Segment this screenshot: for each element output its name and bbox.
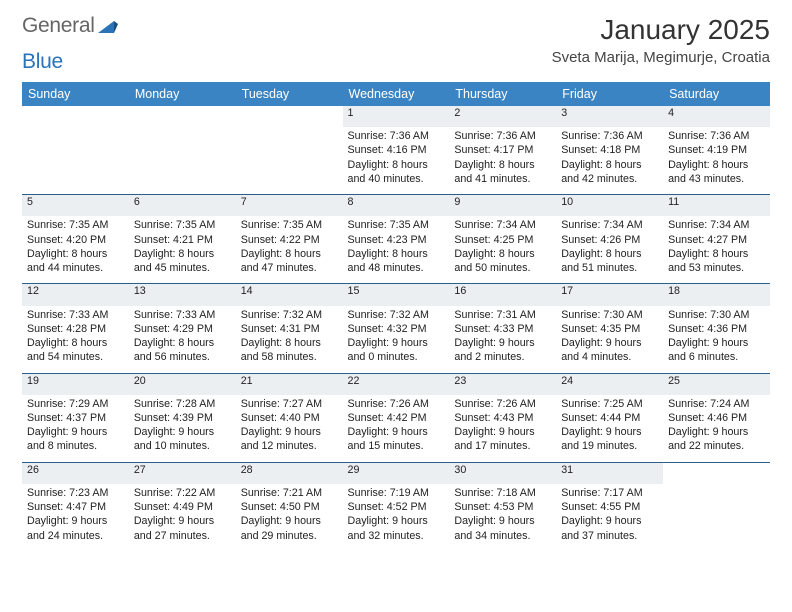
day-detail-cell: Sunrise: 7:26 AMSunset: 4:43 PMDaylight:… — [449, 395, 556, 462]
day-number-cell: 5 — [22, 195, 129, 217]
day-number-cell — [236, 106, 343, 127]
calendar-header-row: SundayMondayTuesdayWednesdayThursdayFrid… — [22, 82, 770, 106]
day-detail-cell: Sunrise: 7:36 AMSunset: 4:19 PMDaylight:… — [663, 127, 770, 194]
day-detail-cell — [663, 484, 770, 551]
day-number-cell: 4 — [663, 106, 770, 127]
day-detail-cell: Sunrise: 7:35 AMSunset: 4:21 PMDaylight:… — [129, 216, 236, 283]
title-block: January 2025 Sveta Marija, Megimurje, Cr… — [552, 14, 770, 66]
day-detail-cell: Sunrise: 7:27 AMSunset: 4:40 PMDaylight:… — [236, 395, 343, 462]
day-detail-cell: Sunrise: 7:18 AMSunset: 4:53 PMDaylight:… — [449, 484, 556, 551]
day-number-cell: 14 — [236, 284, 343, 306]
day-number-cell: 25 — [663, 373, 770, 395]
day-number-cell: 23 — [449, 373, 556, 395]
calendar-page: General January 2025 Sveta Marija, Megim… — [0, 0, 792, 565]
day-number-cell: 24 — [556, 373, 663, 395]
day-number-cell: 6 — [129, 195, 236, 217]
day-number-cell: 18 — [663, 284, 770, 306]
day-detail-cell: Sunrise: 7:24 AMSunset: 4:46 PMDaylight:… — [663, 395, 770, 462]
day-detail-cell: Sunrise: 7:35 AMSunset: 4:23 PMDaylight:… — [343, 216, 450, 283]
weekday-header: Monday — [129, 82, 236, 106]
day-detail-cell: Sunrise: 7:26 AMSunset: 4:42 PMDaylight:… — [343, 395, 450, 462]
day-number-cell: 1 — [343, 106, 450, 127]
day-number-cell: 10 — [556, 195, 663, 217]
day-detail-cell: Sunrise: 7:34 AMSunset: 4:26 PMDaylight:… — [556, 216, 663, 283]
day-number-cell — [22, 106, 129, 127]
day-detail-cell: Sunrise: 7:33 AMSunset: 4:28 PMDaylight:… — [22, 306, 129, 373]
weekday-header: Sunday — [22, 82, 129, 106]
day-detail-cell: Sunrise: 7:34 AMSunset: 4:25 PMDaylight:… — [449, 216, 556, 283]
day-detail-cell: Sunrise: 7:32 AMSunset: 4:32 PMDaylight:… — [343, 306, 450, 373]
day-detail-cell: Sunrise: 7:17 AMSunset: 4:55 PMDaylight:… — [556, 484, 663, 551]
day-detail-cell — [22, 127, 129, 194]
day-number-cell: 7 — [236, 195, 343, 217]
day-number-cell: 28 — [236, 462, 343, 484]
weekday-header: Wednesday — [343, 82, 450, 106]
day-number-cell: 9 — [449, 195, 556, 217]
day-detail-cell: Sunrise: 7:32 AMSunset: 4:31 PMDaylight:… — [236, 306, 343, 373]
day-number-cell: 17 — [556, 284, 663, 306]
day-number-cell: 20 — [129, 373, 236, 395]
day-number-cell: 26 — [22, 462, 129, 484]
weekday-header: Saturday — [663, 82, 770, 106]
day-detail-cell: Sunrise: 7:34 AMSunset: 4:27 PMDaylight:… — [663, 216, 770, 283]
day-detail-cell: Sunrise: 7:25 AMSunset: 4:44 PMDaylight:… — [556, 395, 663, 462]
day-detail-cell: Sunrise: 7:29 AMSunset: 4:37 PMDaylight:… — [22, 395, 129, 462]
day-detail-cell: Sunrise: 7:35 AMSunset: 4:20 PMDaylight:… — [22, 216, 129, 283]
day-detail-cell: Sunrise: 7:28 AMSunset: 4:39 PMDaylight:… — [129, 395, 236, 462]
day-number-cell: 11 — [663, 195, 770, 217]
weekday-header: Tuesday — [236, 82, 343, 106]
day-detail-cell: Sunrise: 7:36 AMSunset: 4:16 PMDaylight:… — [343, 127, 450, 194]
day-detail-cell: Sunrise: 7:30 AMSunset: 4:36 PMDaylight:… — [663, 306, 770, 373]
day-detail-cell: Sunrise: 7:33 AMSunset: 4:29 PMDaylight:… — [129, 306, 236, 373]
day-number-cell — [663, 462, 770, 484]
day-detail-cell — [129, 127, 236, 194]
day-detail-cell: Sunrise: 7:35 AMSunset: 4:22 PMDaylight:… — [236, 216, 343, 283]
location-subtitle: Sveta Marija, Megimurje, Croatia — [552, 49, 770, 66]
day-detail-cell: Sunrise: 7:31 AMSunset: 4:33 PMDaylight:… — [449, 306, 556, 373]
day-number-cell: 30 — [449, 462, 556, 484]
day-detail-cell: Sunrise: 7:36 AMSunset: 4:18 PMDaylight:… — [556, 127, 663, 194]
day-number-cell: 31 — [556, 462, 663, 484]
day-detail-cell: Sunrise: 7:30 AMSunset: 4:35 PMDaylight:… — [556, 306, 663, 373]
day-number-cell — [129, 106, 236, 127]
day-detail-cell — [236, 127, 343, 194]
day-number-cell: 19 — [22, 373, 129, 395]
day-detail-cell: Sunrise: 7:21 AMSunset: 4:50 PMDaylight:… — [236, 484, 343, 551]
day-number-cell: 12 — [22, 284, 129, 306]
weekday-header: Friday — [556, 82, 663, 106]
day-number-cell: 13 — [129, 284, 236, 306]
day-number-cell: 8 — [343, 195, 450, 217]
day-number-cell: 2 — [449, 106, 556, 127]
day-number-cell: 16 — [449, 284, 556, 306]
day-number-cell: 15 — [343, 284, 450, 306]
brand-logo: General — [22, 14, 118, 38]
day-number-cell: 3 — [556, 106, 663, 127]
calendar-table: SundayMondayTuesdayWednesdayThursdayFrid… — [22, 82, 770, 551]
logo-triangle-icon — [98, 18, 118, 34]
day-detail-cell: Sunrise: 7:19 AMSunset: 4:52 PMDaylight:… — [343, 484, 450, 551]
brand-part2: Blue — [22, 50, 63, 74]
day-number-cell: 27 — [129, 462, 236, 484]
day-detail-cell: Sunrise: 7:22 AMSunset: 4:49 PMDaylight:… — [129, 484, 236, 551]
day-detail-cell: Sunrise: 7:23 AMSunset: 4:47 PMDaylight:… — [22, 484, 129, 551]
day-detail-cell: Sunrise: 7:36 AMSunset: 4:17 PMDaylight:… — [449, 127, 556, 194]
day-number-cell: 29 — [343, 462, 450, 484]
weekday-header: Thursday — [449, 82, 556, 106]
day-number-cell: 21 — [236, 373, 343, 395]
page-title: January 2025 — [552, 14, 770, 46]
day-number-cell: 22 — [343, 373, 450, 395]
brand-part1: General — [22, 14, 95, 38]
